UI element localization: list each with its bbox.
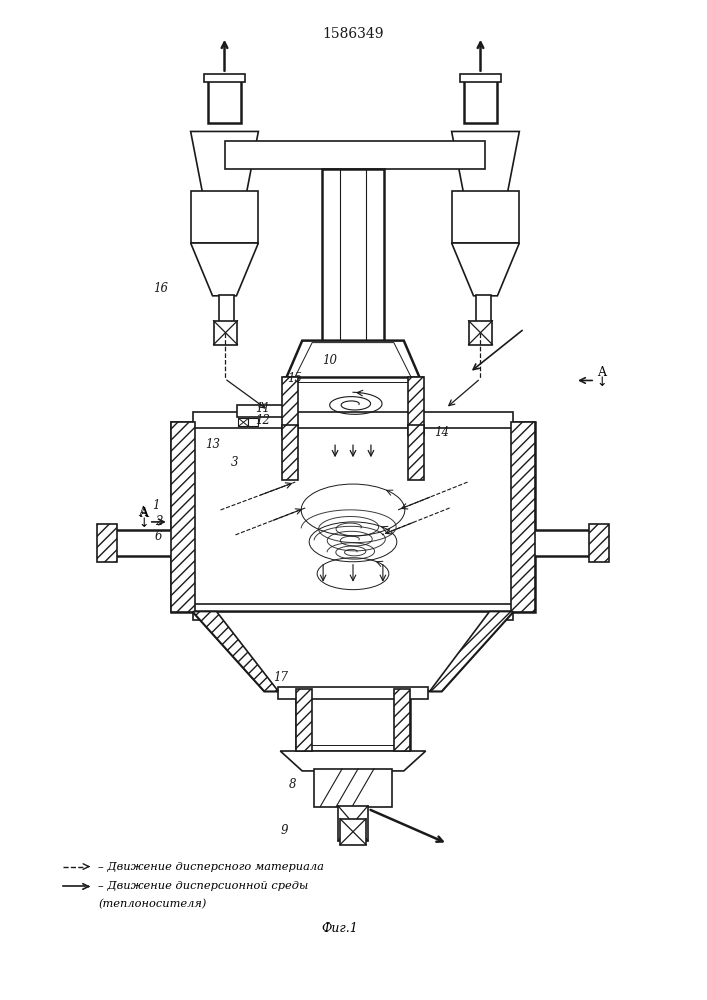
Text: 12: 12	[255, 414, 270, 427]
Polygon shape	[452, 243, 520, 296]
Bar	[282, 425, 423, 480]
Bar	[511, 422, 535, 612]
Polygon shape	[430, 612, 513, 691]
Polygon shape	[192, 612, 513, 691]
Text: 16: 16	[153, 282, 168, 295]
Bar	[214, 321, 238, 345]
Bar	[225, 141, 486, 169]
Bar	[109, 530, 175, 556]
Bar	[248, 418, 258, 426]
Bar	[464, 79, 498, 123]
Polygon shape	[452, 131, 520, 193]
Bar	[314, 769, 392, 807]
Bar	[394, 689, 410, 751]
Bar	[296, 689, 410, 751]
Polygon shape	[191, 243, 258, 296]
Text: A: A	[139, 507, 148, 520]
Bar	[322, 169, 384, 341]
Bar	[170, 422, 535, 612]
Bar	[192, 412, 513, 428]
Text: 1: 1	[152, 499, 160, 512]
Polygon shape	[192, 612, 279, 691]
Bar	[293, 382, 413, 422]
Text: 9: 9	[281, 824, 288, 837]
Bar	[282, 425, 298, 480]
Text: (теплоносителя): (теплоносителя)	[98, 899, 206, 910]
Text: 11: 11	[255, 402, 270, 415]
Text: – Движение дисперсионной среды: – Движение дисперсионной среды	[98, 881, 308, 891]
Bar	[208, 79, 242, 123]
Bar	[218, 295, 235, 333]
Bar	[191, 191, 258, 243]
Polygon shape	[294, 343, 411, 378]
Polygon shape	[191, 131, 258, 193]
Bar	[238, 405, 285, 417]
Text: 14: 14	[434, 426, 449, 439]
Bar	[282, 377, 298, 435]
Text: A: A	[139, 506, 147, 519]
Bar	[284, 377, 422, 427]
Text: 2: 2	[155, 515, 163, 528]
Bar	[452, 191, 520, 243]
Bar	[192, 604, 513, 620]
Bar	[340, 819, 366, 845]
Polygon shape	[284, 341, 422, 382]
Text: – Движение дисперсного материала: – Движение дисперсного материала	[98, 862, 324, 872]
Text: ↓: ↓	[597, 376, 607, 389]
Bar	[531, 530, 597, 556]
Text: 13: 13	[205, 438, 220, 451]
Bar	[408, 425, 423, 480]
Bar	[304, 695, 402, 745]
Text: 10: 10	[322, 354, 337, 367]
Bar	[170, 422, 194, 612]
Bar	[204, 74, 245, 82]
Text: 3: 3	[230, 456, 238, 469]
Text: 8: 8	[288, 778, 296, 791]
Bar	[589, 524, 609, 562]
Text: 17: 17	[273, 671, 288, 684]
Text: Фиг.1: Фиг.1	[322, 922, 358, 935]
Bar	[469, 321, 493, 345]
Text: ↓: ↓	[139, 517, 149, 530]
Bar	[408, 377, 423, 435]
Text: 6: 6	[155, 530, 163, 543]
Bar	[460, 74, 501, 82]
Text: 15: 15	[287, 372, 302, 385]
Bar	[476, 295, 491, 333]
Bar	[279, 687, 428, 699]
Text: A: A	[597, 366, 607, 379]
Bar	[97, 524, 117, 562]
Bar	[238, 418, 248, 426]
Text: 1586349: 1586349	[322, 27, 384, 41]
Bar	[296, 689, 312, 751]
Polygon shape	[280, 751, 426, 771]
Bar	[338, 806, 368, 841]
